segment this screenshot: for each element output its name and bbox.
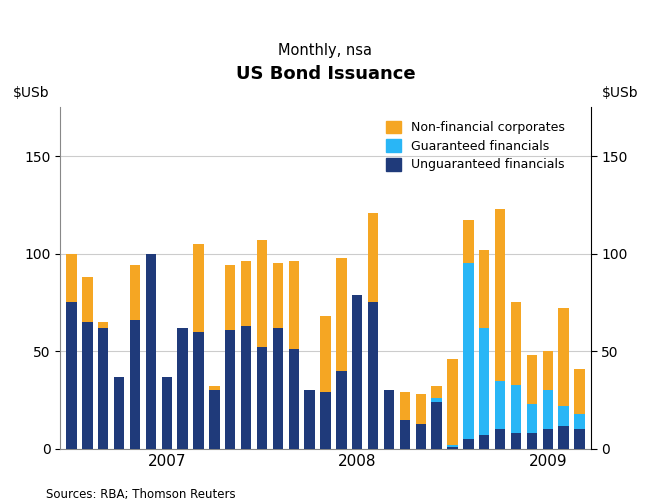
Bar: [511, 385, 521, 433]
Bar: [368, 213, 378, 302]
Bar: [447, 447, 458, 449]
Bar: [447, 445, 458, 447]
Bar: [98, 328, 109, 449]
Bar: [66, 254, 77, 302]
Title: US Bond Issuance: US Bond Issuance: [236, 66, 415, 83]
Bar: [225, 330, 236, 449]
Bar: [495, 209, 505, 381]
Bar: [511, 433, 521, 449]
Bar: [464, 264, 473, 439]
Bar: [273, 264, 283, 328]
Legend: Non-financial corporates, Guaranteed financials, Unguaranteed financials: Non-financial corporates, Guaranteed fin…: [382, 117, 568, 175]
Bar: [495, 381, 505, 429]
Bar: [336, 371, 346, 449]
Bar: [495, 429, 505, 449]
Bar: [542, 351, 553, 391]
Bar: [464, 220, 473, 264]
Bar: [241, 262, 251, 326]
Bar: [114, 376, 124, 449]
Bar: [209, 391, 219, 449]
Bar: [574, 429, 585, 449]
Bar: [368, 302, 378, 449]
Bar: [305, 391, 315, 449]
Bar: [193, 332, 204, 449]
Bar: [432, 398, 442, 402]
Bar: [178, 328, 187, 449]
Bar: [225, 266, 236, 330]
Bar: [320, 316, 331, 392]
Bar: [146, 254, 156, 449]
Bar: [336, 258, 346, 371]
Bar: [479, 435, 490, 449]
Bar: [574, 414, 585, 429]
Bar: [400, 392, 410, 420]
Bar: [432, 402, 442, 449]
Bar: [559, 406, 569, 425]
Bar: [479, 250, 490, 328]
Bar: [66, 302, 77, 449]
Bar: [82, 277, 92, 322]
Bar: [400, 420, 410, 449]
Bar: [384, 391, 394, 449]
Bar: [527, 404, 537, 433]
Bar: [130, 266, 140, 320]
Bar: [574, 369, 585, 414]
Bar: [288, 262, 299, 349]
Bar: [559, 425, 569, 449]
Bar: [273, 328, 283, 449]
Bar: [464, 439, 473, 449]
Bar: [209, 387, 219, 391]
Bar: [447, 359, 458, 445]
Bar: [98, 322, 109, 328]
Bar: [241, 326, 251, 449]
Bar: [130, 320, 140, 449]
Bar: [542, 429, 553, 449]
Bar: [415, 394, 426, 423]
Bar: [559, 308, 569, 406]
Bar: [511, 302, 521, 385]
Text: $USb: $USb: [602, 86, 639, 100]
Bar: [352, 295, 363, 449]
Bar: [527, 355, 537, 404]
Bar: [82, 322, 92, 449]
Text: $USb: $USb: [12, 86, 49, 100]
Bar: [257, 240, 267, 347]
Bar: [432, 387, 442, 398]
Bar: [320, 392, 331, 449]
Bar: [542, 391, 553, 429]
Text: Sources: RBA; Thomson Reuters: Sources: RBA; Thomson Reuters: [46, 488, 235, 501]
Bar: [415, 423, 426, 449]
Bar: [161, 376, 172, 449]
Bar: [288, 349, 299, 449]
Bar: [527, 433, 537, 449]
Bar: [193, 244, 204, 332]
Bar: [479, 328, 490, 435]
Text: Monthly, nsa: Monthly, nsa: [279, 43, 372, 58]
Bar: [257, 347, 267, 449]
